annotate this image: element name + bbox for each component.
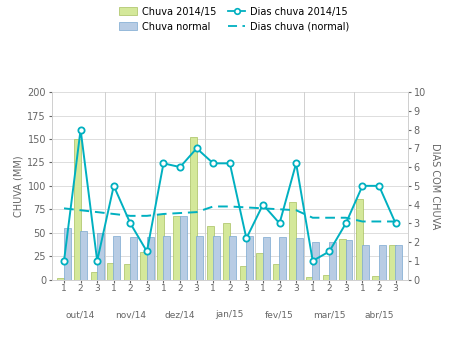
Dias chuva 2014/15 bbox=[161, 161, 166, 165]
Dias chuva (normal) bbox=[393, 220, 398, 224]
Bar bbox=[229, 236, 236, 280]
Dias chuva 2014/15 bbox=[177, 165, 183, 169]
Bar bbox=[289, 202, 296, 280]
Text: mar/15: mar/15 bbox=[313, 310, 346, 319]
Bar bbox=[240, 266, 247, 280]
Dias chuva (normal) bbox=[326, 216, 332, 220]
Bar bbox=[207, 226, 213, 280]
Legend: Chuva 2014/15, Chuva normal, Dias chuva 2014/15, Dias chuva (normal): Chuva 2014/15, Chuva normal, Dias chuva … bbox=[118, 5, 351, 34]
Y-axis label: DIAS COM CHUVA: DIAS COM CHUVA bbox=[430, 143, 440, 229]
Dias chuva 2014/15 bbox=[260, 203, 266, 207]
Bar bbox=[80, 231, 87, 280]
Dias chuva 2014/15 bbox=[277, 221, 282, 225]
Dias chuva 2014/15 bbox=[227, 161, 233, 165]
Bar bbox=[246, 236, 253, 280]
Dias chuva (normal) bbox=[177, 211, 183, 215]
Dias chuva 2014/15 bbox=[310, 259, 316, 263]
Bar bbox=[180, 216, 187, 280]
Dias chuva 2014/15 bbox=[61, 259, 67, 263]
Bar bbox=[174, 216, 181, 280]
Y-axis label: CHUVA (MM): CHUVA (MM) bbox=[13, 155, 23, 217]
Dias chuva (normal) bbox=[111, 212, 117, 216]
Text: abr/15: abr/15 bbox=[364, 310, 394, 319]
Bar bbox=[124, 264, 131, 280]
Bar bbox=[273, 264, 280, 280]
Text: out/14: out/14 bbox=[66, 310, 95, 319]
Bar bbox=[389, 245, 396, 280]
Dias chuva (normal) bbox=[194, 210, 199, 214]
Dias chuva 2014/15 bbox=[243, 236, 249, 240]
Dias chuva 2014/15 bbox=[326, 250, 332, 254]
Dias chuva (normal) bbox=[243, 205, 249, 209]
Bar bbox=[346, 240, 353, 280]
Bar bbox=[140, 252, 147, 280]
Text: dez/14: dez/14 bbox=[165, 310, 195, 319]
Text: jan/15: jan/15 bbox=[216, 310, 244, 319]
Bar bbox=[339, 239, 346, 280]
Bar bbox=[257, 253, 263, 280]
Dias chuva 2014/15 bbox=[111, 184, 117, 188]
Bar bbox=[279, 237, 286, 280]
Dias chuva (normal) bbox=[343, 216, 348, 220]
Dias chuva (normal) bbox=[310, 216, 316, 220]
Dias chuva 2014/15 bbox=[194, 146, 199, 150]
Bar bbox=[91, 272, 98, 280]
Dias chuva 2014/15 bbox=[343, 221, 348, 225]
Bar bbox=[147, 237, 153, 280]
Text: nov/14: nov/14 bbox=[115, 310, 146, 319]
Dias chuva (normal) bbox=[144, 214, 150, 218]
Bar bbox=[329, 242, 336, 280]
Bar bbox=[163, 236, 170, 280]
Bar bbox=[197, 236, 203, 280]
Dias chuva 2014/15 bbox=[393, 221, 398, 225]
Dias chuva (normal) bbox=[277, 207, 282, 211]
Dias chuva (normal) bbox=[211, 205, 216, 209]
Dias chuva 2014/15 bbox=[78, 128, 83, 132]
Bar bbox=[223, 223, 230, 280]
Dias chuva 2014/15 bbox=[376, 184, 382, 188]
Dias chuva 2014/15 bbox=[128, 221, 133, 225]
Dias chuva 2014/15 bbox=[144, 250, 150, 254]
Bar bbox=[362, 245, 369, 280]
Bar bbox=[157, 214, 164, 280]
Bar bbox=[97, 233, 104, 280]
Dias chuva (normal) bbox=[360, 220, 365, 224]
Dias chuva (normal) bbox=[128, 214, 133, 218]
Bar bbox=[113, 236, 121, 280]
Bar bbox=[190, 137, 197, 280]
Dias chuva (normal) bbox=[376, 220, 382, 224]
Bar bbox=[356, 199, 363, 280]
Dias chuva (normal) bbox=[260, 206, 266, 210]
Bar bbox=[323, 275, 330, 280]
Dias chuva 2014/15 bbox=[94, 259, 100, 263]
Bar bbox=[74, 139, 81, 280]
Dias chuva (normal) bbox=[78, 208, 83, 212]
Bar bbox=[378, 245, 386, 280]
Dias chuva (normal) bbox=[293, 208, 299, 212]
Line: Dias chuva 2014/15: Dias chuva 2014/15 bbox=[61, 127, 399, 264]
Dias chuva 2014/15 bbox=[360, 184, 365, 188]
Line: Dias chuva (normal): Dias chuva (normal) bbox=[64, 207, 395, 222]
Bar bbox=[107, 263, 114, 280]
Bar bbox=[64, 228, 71, 280]
Bar bbox=[306, 277, 313, 280]
Dias chuva (normal) bbox=[161, 212, 166, 216]
Bar bbox=[395, 245, 402, 280]
Dias chuva (normal) bbox=[227, 205, 233, 209]
Bar bbox=[263, 237, 270, 280]
Dias chuva 2014/15 bbox=[293, 161, 299, 165]
Bar bbox=[312, 242, 319, 280]
Dias chuva (normal) bbox=[61, 206, 67, 210]
Dias chuva (normal) bbox=[94, 210, 100, 214]
Bar bbox=[57, 278, 64, 280]
Bar bbox=[372, 276, 379, 280]
Bar bbox=[130, 237, 137, 280]
Bar bbox=[296, 238, 303, 280]
Text: fev/15: fev/15 bbox=[265, 310, 294, 319]
Dias chuva 2014/15 bbox=[211, 161, 216, 165]
Bar bbox=[213, 236, 220, 280]
